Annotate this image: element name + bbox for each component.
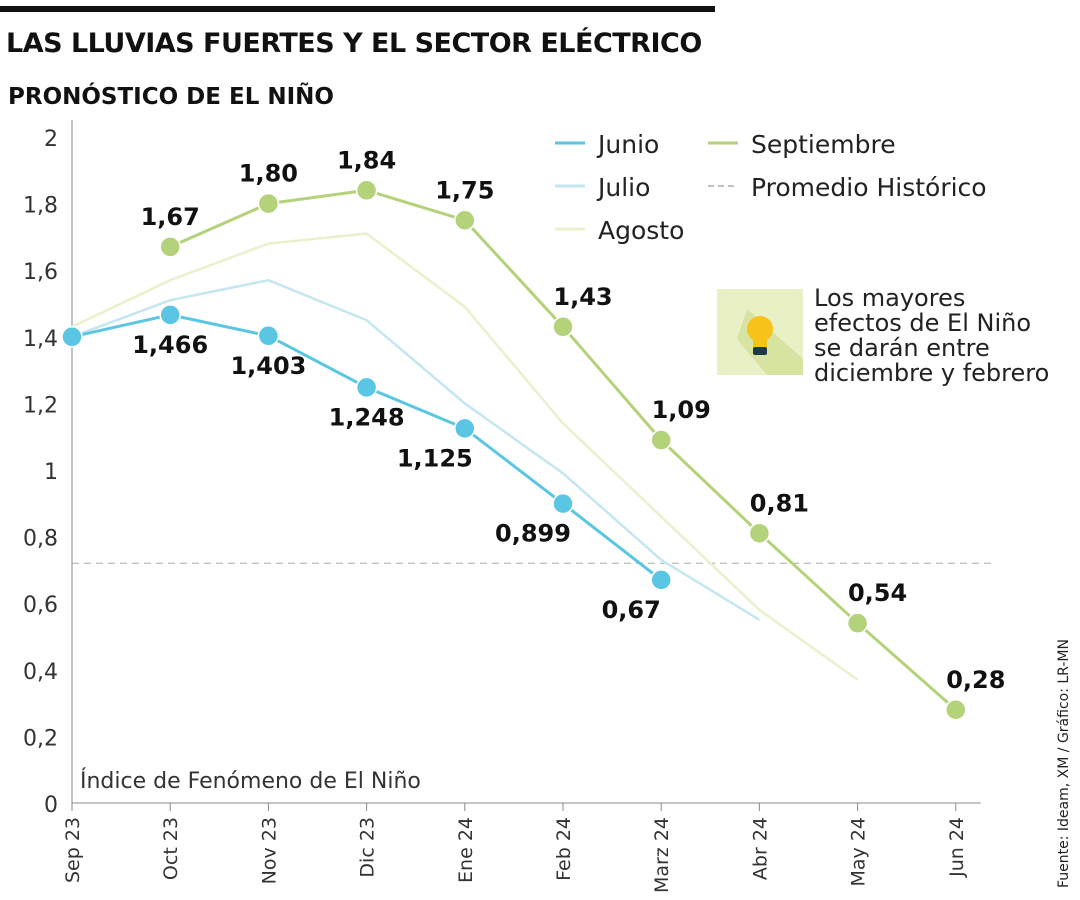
data-point [454, 209, 476, 231]
data-label: 1,84 [337, 146, 396, 174]
series-line-septiembre [169, 188, 957, 711]
data-point [552, 492, 574, 515]
legend-label: Julio [596, 173, 650, 202]
data-label: 1,43 [553, 283, 612, 311]
data-point [355, 179, 378, 202]
legend-label: Junio [596, 130, 659, 159]
y-tick-label: 0,8 [23, 527, 58, 552]
note-line: Los mayores [814, 284, 966, 312]
data-label: 1,67 [141, 203, 200, 231]
y-tick-label: 0,6 [23, 593, 58, 618]
data-label: 1,466 [132, 331, 208, 359]
top-rule [0, 6, 715, 12]
y-axis-label: Índice de Fenómeno de El Niño [80, 768, 421, 794]
page-title: LAS LLUVIAS FUERTES Y EL SECTOR ELÉCTRIC… [6, 28, 702, 59]
y-tick-label: 1,4 [23, 327, 58, 352]
y-tick-label: 1 [44, 460, 58, 485]
legend-label: Agosto [598, 216, 684, 245]
note-line: diciembre y febrero [814, 359, 1050, 387]
data-label: 1,80 [239, 160, 298, 188]
x-tick-label: Marz 24 [651, 817, 673, 893]
data-point [257, 325, 280, 347]
x-tick-label: May 24 [848, 817, 870, 887]
data-point [159, 304, 181, 326]
legend-label: Promedio Histórico [751, 173, 987, 202]
y-tick-label: 0,4 [23, 660, 58, 685]
data-point [454, 417, 476, 440]
x-tick-label: Nov 23 [258, 817, 280, 884]
x-tick-label: Ene 24 [455, 817, 477, 883]
data-point [355, 376, 378, 399]
data-point [748, 522, 771, 545]
y-tick-label: 2 [44, 127, 58, 152]
data-label: 0,67 [602, 596, 661, 624]
note-line: se darán entre [814, 334, 990, 362]
data-point [61, 326, 83, 348]
data-point [945, 699, 967, 721]
lightbulb-icon [717, 289, 803, 375]
data-label: 0,54 [848, 579, 907, 607]
series-line-agosto [71, 232, 859, 681]
series-line-julio [71, 278, 761, 621]
x-tick-label: Feb 24 [553, 817, 575, 881]
data-label: 1,248 [329, 403, 405, 431]
data-point [650, 569, 672, 591]
y-tick-label: 1,6 [23, 260, 58, 285]
data-label: 1,75 [435, 176, 494, 204]
legend-label: Septiembre [751, 130, 896, 159]
data-point [552, 316, 574, 338]
data-point [159, 236, 181, 258]
source-credit: Fuente: Ideam, XM / Gráfico: LR-MN [1056, 639, 1072, 888]
x-tick-label: Dic 23 [357, 817, 379, 878]
y-tick-label: 1,2 [23, 393, 58, 418]
data-label: 1,403 [230, 352, 306, 380]
data-point [650, 429, 672, 451]
data-label: 0,81 [750, 489, 809, 517]
data-point [846, 612, 869, 634]
y-tick-label: 1,8 [23, 194, 58, 219]
x-tick-label: Abr 24 [749, 817, 771, 880]
x-tick-label: Oct 23 [160, 817, 182, 880]
annotation-note: Los mayores efectos de El Niño se darán … [814, 286, 1049, 386]
chart-title: PRONÓSTICO DE EL NIÑO [8, 84, 334, 110]
data-point [257, 192, 280, 215]
data-label: 1,125 [397, 444, 473, 472]
y-tick-label: 0 [44, 793, 58, 818]
data-label: 0,28 [946, 666, 1005, 694]
y-tick-label: 0,2 [23, 726, 58, 751]
x-tick-label: Sep 23 [62, 817, 84, 883]
data-label: 1,09 [652, 396, 711, 424]
data-label: 0,899 [495, 520, 571, 548]
x-tick-label: Jun 24 [946, 817, 968, 878]
note-line: efectos de El Niño [814, 309, 1032, 337]
